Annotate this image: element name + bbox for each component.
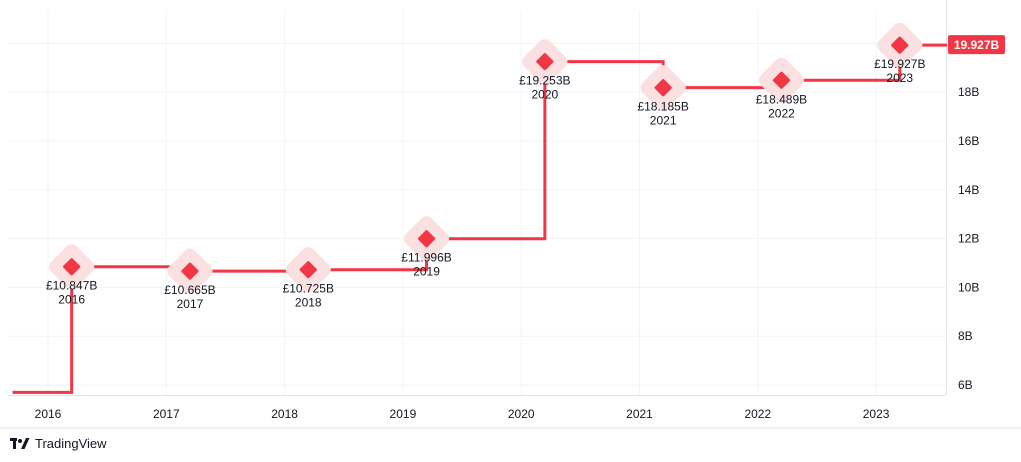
y-tick-label: 14B bbox=[958, 183, 979, 197]
data-point bbox=[536, 53, 554, 71]
data-year-label: 2020 bbox=[532, 88, 559, 102]
x-tick-label: 2022 bbox=[744, 407, 771, 421]
y-tick-label: 8B bbox=[958, 329, 973, 343]
axis-ticks: 6B 8B 10B 12B 14B 16B 18B 2016 2017 2018 2019 2020 2… bbox=[35, 85, 980, 421]
x-tick-label: 2018 bbox=[271, 407, 298, 421]
chart: £10.847B2016£10.665B2017£10.725B2018£11.… bbox=[0, 0, 1021, 429]
x-tick-label: 2023 bbox=[863, 407, 890, 421]
data-value-label: £19.253B bbox=[519, 74, 570, 88]
data-value-label: £10.665B bbox=[164, 283, 215, 297]
y-tick-label: 10B bbox=[958, 280, 979, 294]
last-value-badge-text: 19.927B bbox=[954, 38, 1000, 52]
data-value-label: £11.996B bbox=[401, 251, 452, 265]
data-value-label: £10.725B bbox=[283, 282, 334, 296]
brand-name: TradingView bbox=[35, 436, 107, 451]
y-tick-label: 16B bbox=[958, 134, 979, 148]
data-year-label: 2023 bbox=[886, 71, 913, 85]
last-value-badge: 19.927B bbox=[948, 35, 1005, 55]
data-value-label: £19.927B bbox=[874, 57, 925, 71]
chart-grid bbox=[8, 10, 946, 395]
data-year-label: 2021 bbox=[650, 114, 677, 128]
last-value-badge-bg bbox=[948, 35, 1005, 55]
data-value-label: £10.847B bbox=[46, 279, 97, 293]
data-point bbox=[63, 258, 81, 276]
x-tick-label: 2017 bbox=[153, 407, 180, 421]
data-year-label: 2016 bbox=[58, 293, 85, 307]
x-tick-label: 2016 bbox=[35, 407, 62, 421]
y-tick-label: 12B bbox=[958, 232, 979, 246]
tradingview-logo-icon bbox=[10, 437, 30, 449]
data-value-label: £18.185B bbox=[637, 100, 688, 114]
x-tick-label: 2021 bbox=[626, 407, 653, 421]
data-value-label: £18.489B bbox=[756, 92, 807, 106]
data-point bbox=[654, 79, 672, 97]
tradingview-logo[interactable]: TradingView bbox=[10, 436, 107, 451]
data-point bbox=[417, 230, 436, 248]
y-tick-label: 18B bbox=[958, 85, 979, 99]
y-tick-label: 6B bbox=[958, 378, 973, 392]
data-point bbox=[772, 71, 791, 89]
chart-axes bbox=[0, 0, 1021, 429]
data-point bbox=[891, 36, 909, 54]
x-tick-label: 2020 bbox=[508, 407, 535, 421]
data-year-label: 2018 bbox=[295, 296, 322, 310]
data-point bbox=[299, 261, 317, 279]
x-tick-label: 2019 bbox=[390, 407, 417, 421]
data-year-label: 2019 bbox=[413, 265, 440, 279]
data-point bbox=[181, 262, 199, 280]
data-year-label: 2022 bbox=[768, 106, 795, 120]
data-year-label: 2017 bbox=[177, 297, 204, 311]
